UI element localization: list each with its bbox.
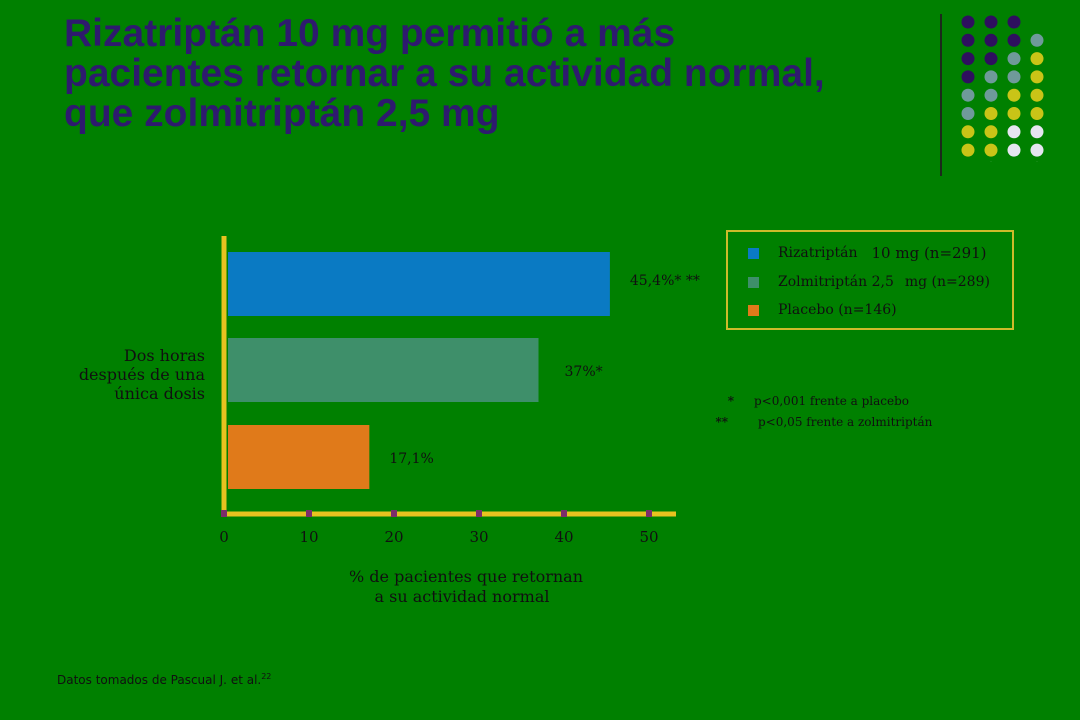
decorative-dot (984, 143, 998, 157)
decorative-dot (961, 143, 975, 157)
chart-legend: Rizatriptán 10 mg (n=291) Zolmitriptán 2… (726, 230, 1014, 330)
x-tick-label: 20 (384, 528, 403, 546)
x-tick-mark (391, 510, 397, 517)
legend-swatch-zolmitriptan (748, 276, 759, 288)
x-tick-mark (221, 510, 227, 517)
decorative-dot (1030, 125, 1044, 139)
legend-swatch-rizatriptan (748, 247, 759, 259)
decorative-dot (984, 15, 998, 29)
category-label: única dosis (114, 384, 205, 403)
category-label: Dos horas (124, 346, 205, 365)
decorative-dot (1007, 52, 1021, 66)
decorative-dot (984, 52, 998, 66)
x-tick-label: 50 (639, 528, 658, 546)
decorative-dot (1030, 88, 1044, 102)
source-reference-number: 22 (261, 672, 272, 681)
legend-item-zolmitriptan: Zolmitriptán 2,5 mg (n=289) (748, 272, 990, 292)
footnote-mark: ** (715, 415, 728, 429)
decorative-dot (1007, 125, 1021, 139)
decorative-dot (961, 33, 975, 47)
x-tick-label: 10 (299, 528, 318, 546)
title-line-3: que zolmitriptán 2,5 mg (64, 92, 500, 135)
legend-label-detail: mg (n=289) (904, 274, 990, 290)
decorative-dot (1007, 143, 1021, 157)
category-label: después de una (79, 365, 206, 384)
footnote-text: p<0,05 frente a zolmitriptán (758, 415, 933, 429)
title-line-1: Rizatriptán 10 mg permitió a más (64, 12, 676, 55)
slide-title: Rizatriptán 10 mg permitió a más pacient… (64, 14, 904, 134)
x-tick-label: 30 (469, 528, 488, 546)
x-tick-mark (561, 510, 567, 517)
source-citation: Datos tomados de Pascual J. et al.22 (57, 672, 271, 687)
x-tick-mark (476, 510, 482, 517)
decorative-dot (1007, 88, 1021, 102)
decorative-dot-grid (961, 15, 1044, 162)
decorative-dot (961, 125, 975, 139)
decorative-dot (984, 125, 998, 139)
decorative-dot (1030, 143, 1044, 157)
decorative-divider-line (940, 14, 942, 176)
footnote-text: p<0,001 frente a placebo (754, 394, 910, 408)
decorative-dot (1030, 52, 1044, 66)
bar (228, 252, 610, 316)
decorative-dot (961, 70, 975, 84)
legend-label-detail: 10 mg (n=291) (871, 244, 987, 262)
decorative-dot (984, 107, 998, 120)
decorative-dot (1007, 33, 1021, 47)
x-tick-mark (306, 510, 312, 517)
legend-item-placebo: Placebo (n=146) (748, 300, 897, 320)
data-label: 45,4%* ** (630, 273, 700, 289)
decorative-dot (984, 33, 998, 47)
decorative-dot (961, 52, 975, 66)
decorative-dot (1007, 70, 1021, 84)
data-label: 37%* (565, 364, 603, 380)
data-label: 17,1% (389, 451, 433, 467)
bar (228, 338, 539, 402)
x-tick-label: 0 (219, 528, 229, 546)
decorative-dot (1030, 33, 1044, 47)
legend-label: Placebo (n=146) (778, 302, 897, 318)
x-tick-mark (646, 510, 652, 517)
decorative-dot (984, 88, 998, 102)
legend-label: Zolmitriptán 2,5 (778, 274, 894, 290)
legend-swatch-placebo (748, 304, 759, 316)
source-text: Datos tomados de Pascual J. et al. (57, 673, 262, 687)
decorative-dot (961, 15, 975, 29)
decorative-dot (984, 70, 998, 84)
decorative-dot (1030, 107, 1044, 120)
decorative-dot (1007, 107, 1021, 120)
decorative-dot (1030, 70, 1044, 84)
x-axis-title: a su actividad normal (375, 587, 550, 606)
x-axis-title: % de pacientes que retornan (349, 567, 583, 586)
decorative-dot (961, 88, 975, 102)
decorative-dot (1007, 15, 1021, 29)
decorative-dot (961, 107, 975, 120)
footnote-mark: * (727, 394, 734, 408)
x-tick-label: 40 (554, 528, 573, 546)
bar (228, 425, 370, 489)
legend-label: Rizatriptán (778, 245, 858, 261)
legend-item-rizatriptan: Rizatriptán 10 mg (n=291) (748, 243, 987, 263)
title-line-2: pacientes retornar a su actividad normal… (64, 52, 825, 95)
